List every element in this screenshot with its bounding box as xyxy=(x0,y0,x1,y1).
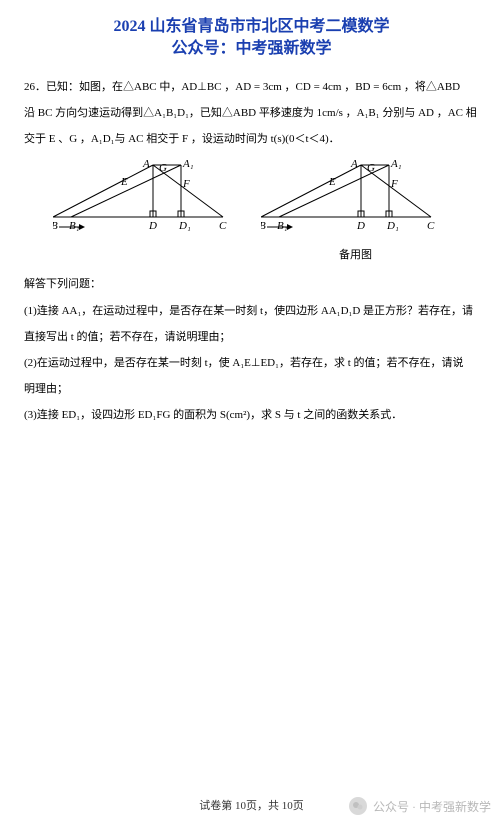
q3-line: (3)连接 ED₁，设四边形 ED₁FG 的面积为 S(cm²)，求 S 与 t… xyxy=(24,403,479,427)
triangle-figure-1: B C D D₁ A A₁ B₁ E G F xyxy=(53,157,243,239)
wechat-icon xyxy=(349,797,367,815)
watermark: 公众号 · 中考强新数学 xyxy=(349,797,491,815)
svg-text:A₁: A₁ xyxy=(182,158,194,170)
q1-line-1: (1)连接 AA₁，在运动过程中，是否存在某一时刻 t，使四边形 AA₁D₁D … xyxy=(24,299,479,323)
svg-text:B₁: B₁ xyxy=(69,220,80,232)
svg-text:C: C xyxy=(427,220,435,232)
figure-backup: B C D D₁ A A₁ B₁ E G F 备用图 xyxy=(261,157,451,262)
intro-line-2: 沿 BC 方向匀速运动得到△A₁B₁D₁，已知△ABD 平移速度为 1cm/s … xyxy=(24,101,479,125)
watermark-text: 公众号 · 中考强新数学 xyxy=(373,798,491,815)
title-line-1: 2024 山东省青岛市市北区中考二模数学 xyxy=(24,16,479,38)
svg-text:D₁: D₁ xyxy=(386,220,399,232)
svg-text:E: E xyxy=(120,176,128,188)
subheading: 解答下列问题： xyxy=(24,272,479,296)
triangle-figure-2: B C D D₁ A A₁ B₁ E G F xyxy=(261,157,451,239)
svg-text:C: C xyxy=(219,220,227,232)
svg-text:G: G xyxy=(367,162,375,174)
page-title: 2024 山东省青岛市市北区中考二模数学 公众号：中考强新数学 xyxy=(24,16,479,61)
svg-text:E: E xyxy=(328,176,336,188)
svg-text:A: A xyxy=(350,158,358,170)
questions: 解答下列问题： (1)连接 AA₁，在运动过程中，是否存在某一时刻 t，使四边形… xyxy=(24,272,479,427)
intro-line-1: 已知：如图，在△ABC 中，AD⊥BC ，AD = 3cm ，CD = 4cm … xyxy=(46,81,460,93)
svg-text:G: G xyxy=(159,162,167,174)
svg-text:F: F xyxy=(390,178,398,190)
svg-text:B₁: B₁ xyxy=(277,220,288,232)
title-line-2: 公众号：中考强新数学 xyxy=(24,38,479,60)
figure-caption: 备用图 xyxy=(261,246,451,262)
figures-row: B C D D₁ A A₁ B₁ E G F B C D D₁ A A₁ B₁ E G F 备用图 xyxy=(24,157,479,262)
svg-text:A₁: A₁ xyxy=(390,158,402,170)
intro-line-3: 交于 E 、G ，A₁D₁与 AC 相交于 F ，设运动时间为 t(s)(0＜t… xyxy=(24,127,479,151)
svg-text:D: D xyxy=(148,220,157,232)
q1-line-2: 直接写出 t 的值；若不存在，请说明理由； xyxy=(24,325,479,349)
svg-text:A: A xyxy=(142,158,150,170)
svg-text:D: D xyxy=(356,220,365,232)
q2-line-1: (2)在运动过程中，是否存在某一时刻 t，使 A₁E⊥ED₁，若存在，求 t 的… xyxy=(24,351,479,375)
svg-text:F: F xyxy=(182,178,190,190)
q2-line-2: 明理由； xyxy=(24,377,479,401)
svg-text:B: B xyxy=(261,220,266,232)
svg-text:D₁: D₁ xyxy=(178,220,191,232)
figure-main: B C D D₁ A A₁ B₁ E G F xyxy=(53,157,243,262)
svg-text:B: B xyxy=(53,220,58,232)
problem-number: 26． xyxy=(24,81,46,93)
problem-body: 26．已知：如图，在△ABC 中，AD⊥BC ，AD = 3cm ，CD = 4… xyxy=(24,75,479,152)
